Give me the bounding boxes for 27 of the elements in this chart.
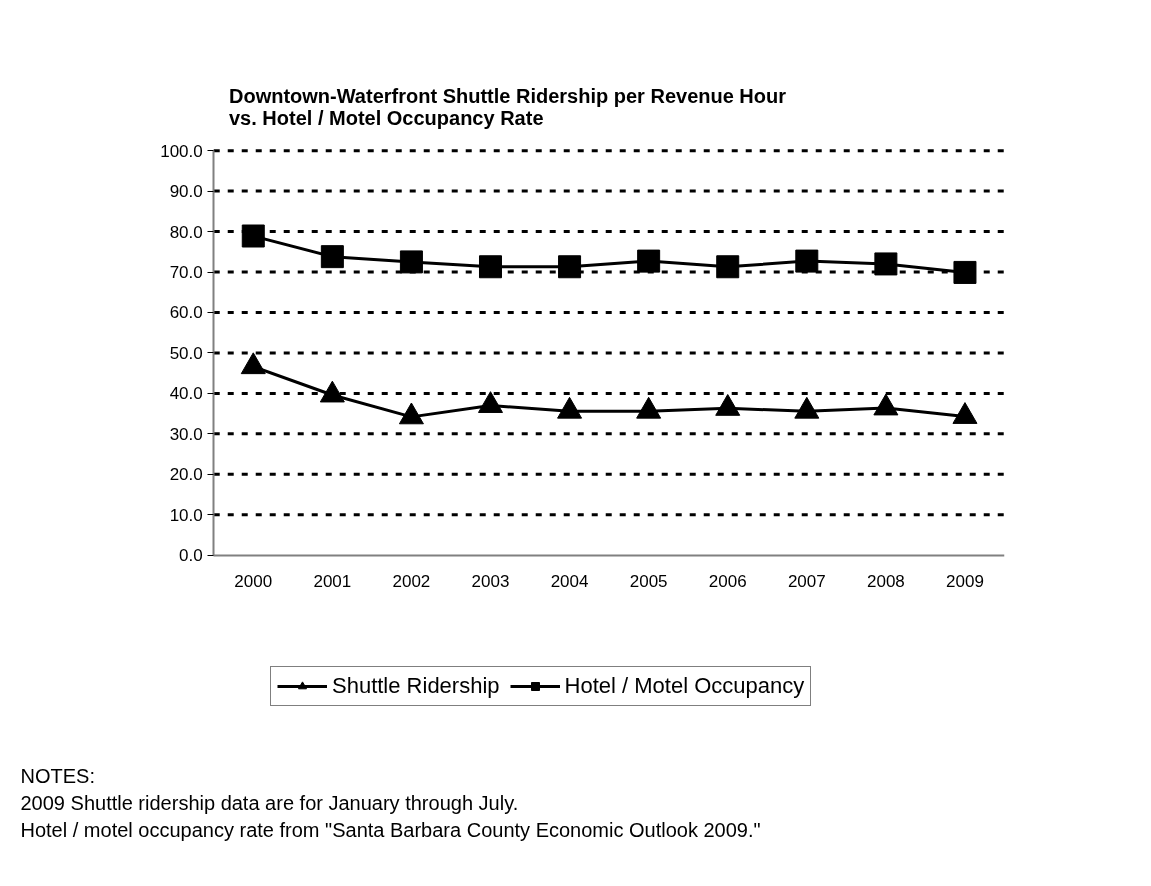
- x-tick-label: 2007: [787, 572, 826, 592]
- y-tick-label: 50.0: [169, 343, 203, 363]
- text: 2009 Shuttle ridership data are for January through July.: [20, 791, 519, 814]
- y-tick-label: 60.0: [169, 303, 203, 323]
- y-tick-label: 100.0: [160, 141, 203, 161]
- legend-label: Shuttle Ridership: [332, 673, 500, 699]
- x-tick-label: 2008: [866, 572, 905, 592]
- legend-label: Hotel / Motel Occupancy: [564, 673, 805, 699]
- x-tick-label: 2004: [550, 572, 589, 592]
- y-tick-label: 80.0: [169, 222, 203, 242]
- chart-title: Downtown-Waterfront Shuttle Ridership per Revenue Hour vs. Hotel / Motel Occupancy Rate: [228, 84, 787, 129]
- y-tick-label: 20.0: [169, 465, 203, 485]
- y-tick-label: 30.0: [169, 424, 203, 444]
- y-tick-label: 0.0: [179, 546, 203, 566]
- x-tick-label: 2002: [392, 572, 431, 592]
- y-tick-label: 10.0: [169, 505, 203, 525]
- y-tick-label: 70.0: [169, 263, 203, 283]
- x-tick-label: 2009: [946, 572, 984, 592]
- x-tick-label: 2001: [313, 572, 352, 592]
- y-tick-label: 90.0: [169, 182, 203, 202]
- x-tick-label: 2000: [234, 572, 273, 592]
- x-tick-label: 2003: [471, 572, 510, 592]
- y-tick-label: 40.0: [169, 384, 203, 404]
- x-tick-label: 2005: [629, 572, 668, 592]
- x-tick-label: 2006: [708, 572, 747, 592]
- text: NOTES:: [20, 764, 95, 787]
- text: Hotel / motel occupancy rate from "Santa Barbara County Economic Outlook 2009.": [20, 818, 761, 841]
